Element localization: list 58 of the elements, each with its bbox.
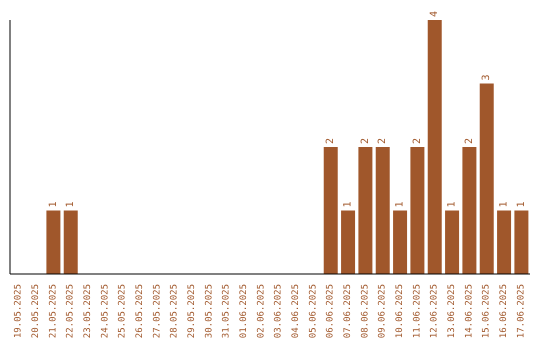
x-tick-label: 09.06.2025 [378, 284, 388, 338]
x-tick-label: 13.06.2025 [447, 284, 457, 338]
x-tick-label: 21.05.2025 [48, 284, 58, 338]
data-label: 2 [360, 138, 371, 144]
bar [428, 20, 442, 274]
bar [324, 147, 338, 274]
x-tick-label: 28.05.2025 [170, 284, 180, 338]
bar [462, 147, 476, 274]
data-label: 1 [65, 201, 76, 208]
x-tick-label: 05.06.2025 [308, 284, 318, 338]
x-tick-label: 02.06.2025 [256, 284, 266, 338]
x-tick-label: 30.05.2025 [204, 284, 214, 338]
bar [410, 147, 424, 274]
x-tick-label: 08.06.2025 [360, 284, 370, 338]
bar [445, 210, 460, 274]
x-tick-label: 25.05.2025 [118, 284, 128, 338]
data-label: 1 [446, 201, 458, 208]
bar [341, 210, 356, 274]
x-tick-label: 14.06.2025 [464, 284, 474, 338]
data-label: 1 [394, 201, 406, 208]
x-tick-label: 11.06.2025 [412, 284, 422, 338]
x-tick-label: 10.06.2025 [395, 284, 405, 338]
x-tick-label: 20.05.2025 [31, 284, 41, 338]
x-tick-label: 01.06.2025 [239, 284, 249, 338]
bar [376, 147, 390, 274]
x-tick-label: 07.06.2025 [343, 284, 353, 338]
x-tick-label: 29.05.2025 [187, 284, 197, 338]
x-tick-label: 12.06.2025 [430, 284, 440, 338]
x-tick-label: 17.06.2025 [516, 284, 526, 338]
x-tick-label: 22.05.2025 [66, 284, 76, 338]
x-tick-label: 19.05.2025 [14, 284, 24, 338]
bar [46, 210, 60, 274]
x-tick-label: 27.05.2025 [152, 284, 162, 338]
bar [358, 147, 372, 274]
data-label: 3 [481, 74, 492, 80]
x-tick-label: 06.06.2025 [326, 284, 336, 338]
data-label: 2 [412, 138, 423, 144]
data-label: 4 [429, 10, 440, 17]
x-tick-label: 04.06.2025 [291, 284, 301, 338]
x-tick-label: 24.05.2025 [100, 284, 110, 338]
x-tick-label: 31.05.2025 [222, 284, 232, 338]
data-label: 1 [48, 201, 59, 208]
x-tick-label: 23.05.2025 [83, 284, 93, 338]
data-label: 1 [342, 201, 354, 208]
bar [64, 210, 78, 274]
x-tick-label: 26.05.2025 [135, 284, 145, 338]
x-tick-label: 16.06.2025 [499, 284, 509, 338]
data-label: 2 [325, 138, 336, 144]
bar [480, 84, 494, 274]
bar [393, 210, 408, 274]
data-label: 2 [377, 138, 388, 144]
x-tick-label: 15.06.2025 [482, 284, 492, 338]
bar [514, 210, 528, 274]
data-label: 1 [516, 201, 527, 208]
data-label: 1 [498, 201, 510, 208]
data-label: 2 [464, 138, 475, 144]
x-tick-label: 03.06.2025 [274, 284, 284, 338]
bar [497, 210, 512, 274]
